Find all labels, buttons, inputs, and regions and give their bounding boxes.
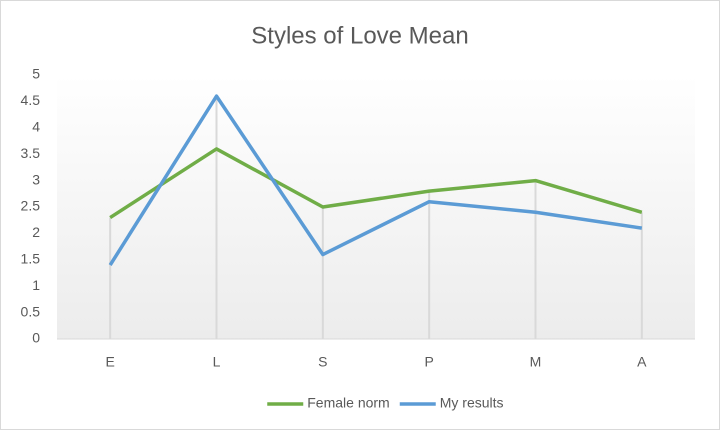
x-tick-label: E bbox=[105, 354, 114, 370]
series-line bbox=[109, 147, 643, 220]
y-tick-label: 5 bbox=[32, 66, 40, 82]
x-tick-label: A bbox=[637, 354, 647, 370]
x-tick-label: S bbox=[318, 354, 327, 370]
y-tick-label: 0.5 bbox=[21, 303, 41, 319]
y-tick-label: 2.5 bbox=[21, 198, 41, 214]
x-tick-label: M bbox=[530, 354, 542, 370]
y-tick-label: 3 bbox=[32, 171, 40, 187]
legend-label: Female norm bbox=[307, 395, 389, 411]
x-tick-label: L bbox=[213, 354, 221, 370]
y-tick-label: 1 bbox=[32, 277, 40, 293]
y-tick-label: 3.5 bbox=[21, 145, 41, 161]
y-tick-label: 2 bbox=[32, 224, 40, 240]
chart-title: Styles of Love Mean bbox=[251, 22, 468, 49]
series-line bbox=[108, 94, 643, 267]
y-tick-label: 4 bbox=[32, 119, 40, 135]
plot-area bbox=[57, 75, 695, 339]
y-tick-label: 0 bbox=[32, 330, 40, 346]
legend-label: My results bbox=[440, 395, 504, 411]
y-tick-label: 4.5 bbox=[21, 92, 41, 108]
y-tick-label: 1.5 bbox=[21, 251, 41, 267]
x-tick-label: P bbox=[424, 354, 433, 370]
